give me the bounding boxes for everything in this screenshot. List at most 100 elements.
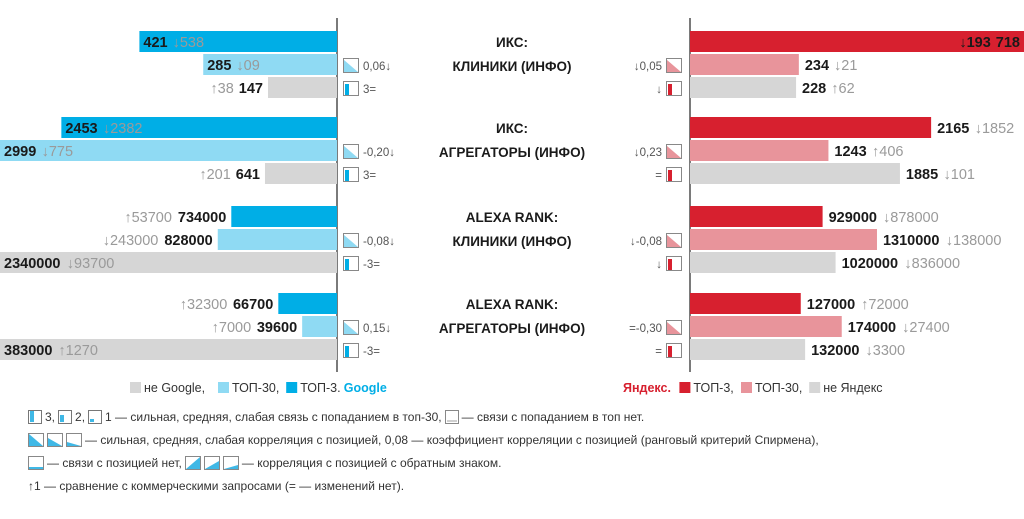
google-change: ↑38: [210, 81, 233, 97]
yandex-value: 1885: [906, 167, 938, 183]
yandex-link: ↓: [656, 84, 662, 96]
google-link: 3=: [363, 170, 376, 182]
yandex-change: ↓3300: [866, 343, 906, 359]
google-correlation: -0,08↓: [363, 236, 395, 248]
google-bar-top30: [217, 229, 337, 250]
google-link: 3=: [363, 84, 376, 96]
legend-brand-yandex: Яндекс.: [623, 381, 671, 395]
yandex-correlation-icon: [666, 233, 682, 248]
yandex-bar-not-in-top: [690, 163, 900, 184]
yandex-link-icon: [666, 81, 682, 96]
google-value: 828000: [164, 233, 212, 249]
legend-swatch: [130, 382, 141, 393]
yandex-change: ↓21: [834, 58, 857, 74]
yandex-bar-top3: [690, 293, 801, 314]
yandex-bar-not-in-top: [690, 252, 836, 273]
google-value: 2340000: [4, 256, 60, 272]
note-no-correlation: — связи с позицией нет, — корреляция с п…: [28, 456, 501, 470]
google-change: ↓243000: [103, 233, 159, 249]
google-value: 66700: [233, 297, 273, 313]
google-value: 39600: [257, 320, 297, 336]
no-correlation-icon: [28, 456, 44, 470]
google-correlation: 0,15↓: [363, 323, 391, 335]
google-bar-top30: [0, 140, 337, 161]
medium-link-icon: [58, 410, 73, 424]
group-subtitle: АГРЕГАТОРЫ (ИНФО): [439, 145, 585, 160]
inverse-strong-correlation-icon: [184, 456, 201, 470]
google-bar-not-in-top: [0, 252, 337, 273]
google-bar-not-in-top: [264, 163, 337, 184]
group-title: ИКС:: [496, 35, 528, 50]
google-correlation-icon: [343, 144, 359, 159]
legend-swatch: [809, 382, 821, 393]
yandex-link-icon: [666, 343, 682, 358]
strong-link-icon: [28, 410, 42, 424]
yandex-change: ↓836000: [904, 256, 960, 272]
google-correlation: 0,06↓: [363, 61, 391, 73]
yandex-bar-top30: [690, 54, 799, 75]
google-link-icon: [343, 256, 359, 271]
google-link: -3=: [363, 346, 380, 358]
yandex-correlation-icon: [666, 58, 682, 73]
google-bar-top3: [139, 31, 337, 52]
google-bar-top30: [302, 316, 337, 337]
legend-swatch: [679, 382, 691, 393]
google-value: 147: [239, 81, 263, 97]
yandex-change: ↓101: [944, 167, 975, 183]
yandex-link: =: [655, 170, 662, 182]
google-bar-not-in-top: [0, 339, 337, 360]
google-value: 641: [236, 167, 260, 183]
yandex-change: ↑62: [831, 81, 854, 97]
google-change: ↓775: [42, 144, 73, 160]
google-bar-top3: [231, 206, 337, 227]
yandex-link-icon: [666, 256, 682, 271]
yandex-link-icon: [666, 167, 682, 182]
google-change: ↑201: [199, 167, 230, 183]
google-correlation-icon: [343, 320, 359, 335]
yandex-correlation: ↓0,23: [634, 147, 662, 159]
yandex-correlation-icon: [666, 144, 682, 159]
yandex-bar-top30: [690, 316, 842, 337]
medium-correlation-icon: [47, 433, 63, 447]
yandex-value: 228: [802, 81, 826, 97]
google-bar-top3: [278, 293, 337, 314]
google-change: ↓538: [173, 35, 204, 51]
google-value: 734000: [178, 210, 226, 226]
inverse-medium-correlation-icon: [203, 456, 220, 470]
google-change: ↑53700: [124, 210, 172, 226]
yandex-change: ↓1852: [975, 121, 1015, 137]
yandex-change: ↓138000: [946, 233, 1002, 249]
legend-label: ТОП-30,: [755, 381, 802, 395]
legend-label: не Яндекс: [823, 381, 882, 395]
google-change: ↓93700: [67, 256, 115, 272]
yandex-value: 929000: [829, 210, 877, 226]
google-bar-not-in-top: [268, 77, 337, 98]
legend-swatch: [286, 382, 298, 393]
google-change: ↑32300: [180, 297, 228, 313]
yandex-bar-top30: [690, 140, 829, 161]
group-subtitle: КЛИНИКИ (ИНФО): [452, 234, 571, 249]
yandex-change: ↓193: [959, 35, 990, 51]
yandex-value: 2165: [937, 121, 969, 137]
google-change: ↑7000: [212, 320, 252, 336]
google-correlation: -0,20↓: [363, 147, 395, 159]
note-link-strength: 3, 2, 1 — сильная, средняя, слабая связь…: [28, 410, 644, 424]
google-bar-top3: [61, 117, 337, 138]
google-link: -3=: [363, 259, 380, 271]
yandex-link: =: [655, 346, 662, 358]
legend-swatch: [741, 382, 752, 393]
yandex-correlation: ↓0,05: [634, 61, 662, 73]
legend-label: не Google,: [144, 381, 205, 395]
yandex-bar-top3: [690, 206, 823, 227]
note-comparison: ↑1 — сравнение с коммерческими запросами…: [28, 479, 405, 493]
yandex-correlation: ↓-0,08: [630, 236, 662, 248]
group-title: ALEXA RANK:: [466, 297, 559, 312]
google-correlation-icon: [343, 233, 359, 248]
google-link-icon: [343, 343, 359, 358]
google-link-icon: [343, 167, 359, 182]
legend-label: ТОП-3,: [693, 381, 733, 395]
google-value: 285: [207, 58, 231, 74]
yandex-value: 127000: [807, 297, 855, 313]
